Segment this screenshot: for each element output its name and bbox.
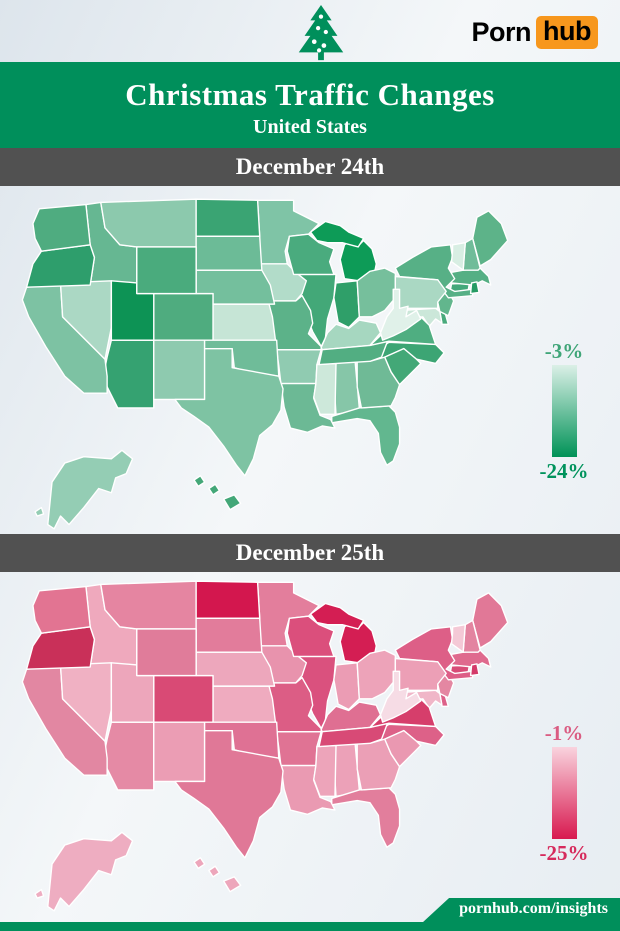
state-tx (174, 729, 284, 859)
state-wi (286, 233, 335, 276)
state-mi (309, 602, 365, 630)
page-footer: pornhub.com/insights (0, 898, 620, 931)
state-sd (195, 235, 263, 271)
state-hi (208, 483, 221, 496)
state-ms (313, 744, 337, 798)
state-hi (222, 876, 242, 893)
state-ak (34, 506, 45, 517)
state-co (153, 674, 214, 723)
state-me (472, 592, 509, 649)
state-hi (193, 475, 206, 488)
us-choropleth-map-dec25 (21, 580, 509, 912)
state-mo (267, 676, 322, 733)
state-mo (267, 294, 322, 351)
legend-min-label: -25% (539, 841, 589, 865)
state-az (102, 339, 155, 409)
state-ks (212, 303, 278, 341)
state-nd (195, 580, 261, 619)
state-hi (193, 857, 206, 870)
state-hi (222, 494, 242, 511)
legend-dec24: -3% -24% (524, 340, 604, 482)
state-sc (384, 729, 422, 768)
state-ak (47, 831, 134, 912)
section-bar-dec24: December 24th (0, 148, 620, 186)
logo-hub-badge: hub (536, 16, 598, 49)
state-ri (469, 663, 480, 677)
state-wv (379, 288, 422, 341)
state-al (333, 360, 361, 416)
state-wa (32, 203, 91, 252)
state-nd (195, 198, 261, 237)
page-title: Christmas Traffic Changes (125, 77, 495, 112)
state-wy (136, 246, 197, 295)
state-wv (379, 670, 422, 723)
state-tx (174, 347, 284, 477)
state-mi (309, 220, 365, 248)
state-al (333, 742, 361, 798)
state-in (333, 280, 361, 329)
legend-max-label: -1% (544, 721, 584, 745)
state-fl (331, 787, 401, 848)
page-subtitle: United States (253, 116, 367, 138)
state-sd (195, 617, 263, 653)
state-ms (313, 362, 337, 416)
map-section-dec24: -3% -24% (0, 186, 620, 534)
section-label-dec25: December 25th (235, 540, 385, 565)
state-co (153, 292, 214, 341)
state-ar (275, 730, 322, 767)
state-wa (32, 585, 91, 634)
us-choropleth-map-dec24 (21, 198, 509, 530)
state-hi (208, 865, 221, 878)
legend-dec25: -1% -25% (524, 722, 604, 864)
state-wy (136, 628, 197, 677)
state-ar (275, 348, 322, 385)
page-header: Porn hub (0, 0, 620, 62)
state-ak (47, 449, 134, 530)
state-or (25, 626, 96, 670)
state-vt (450, 241, 466, 271)
section-bar-dec25: December 25th (0, 534, 620, 572)
legend-gradient-bar (551, 365, 577, 457)
legend-min-label: -24% (539, 459, 589, 483)
legend-gradient-bar (551, 747, 577, 839)
state-sc (384, 347, 422, 386)
state-me (472, 210, 509, 267)
state-ne (195, 269, 276, 305)
logo-porn-text: Porn (471, 17, 532, 47)
state-mt (100, 198, 197, 248)
section-label-dec24: December 24th (235, 154, 385, 179)
christmas-tree-icon (298, 4, 344, 61)
title-banner: Christmas Traffic Changes United States (0, 62, 620, 148)
insights-url-tab: pornhub.com/insights (423, 898, 620, 922)
state-in (333, 662, 361, 711)
state-wi (286, 615, 335, 658)
legend-max-label: -3% (544, 339, 584, 363)
state-ak (34, 888, 45, 899)
footer-bottom-bar (0, 922, 620, 931)
state-vt (450, 623, 466, 653)
pornhub-logo: Porn hub (471, 16, 598, 49)
state-nm (153, 339, 206, 401)
state-ri (469, 281, 480, 295)
state-nm (153, 721, 206, 783)
state-mt (100, 580, 197, 630)
state-ks (212, 685, 278, 723)
state-or (25, 244, 96, 288)
state-fl (331, 405, 401, 466)
state-az (102, 721, 155, 791)
state-ne (195, 651, 276, 687)
map-section-dec25: -1% -25% (0, 572, 620, 912)
